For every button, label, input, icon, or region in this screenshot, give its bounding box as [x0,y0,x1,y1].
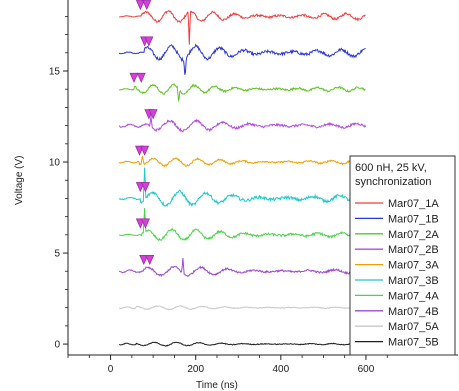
series-line-Mar07_5A [119,306,365,310]
trigger-marker-Mar07_2A-1 [130,73,138,82]
legend-label-Mar07_2A: Mar07_2A [388,229,439,241]
legend-label-Mar07_5A: Mar07_5A [388,321,439,333]
y-tick-label: 10 [49,158,61,169]
x-tick-label: 600 [358,364,375,375]
legend-label-Mar07_5B: Mar07_5B [388,337,439,349]
legend-label-Mar07_1A: Mar07_1A [388,198,439,210]
x-tick-label: 0 [108,364,114,375]
legend-label-Mar07_1B: Mar07_1B [388,213,439,225]
series-line-Mar07_1A [119,11,365,45]
legend-label-Mar07_3A: Mar07_3A [388,260,439,272]
y-tick-label: 0 [54,340,60,351]
trigger-marker-Mar07_2A-2 [137,73,145,82]
legend-label-Mar07_3B: Mar07_3B [388,275,439,287]
legend-title-line: synchronization [355,176,431,188]
legend: 600 nH, 25 kV, synchronization Mar07_1A Mar… [350,156,455,355]
trigger-marker-Mar07_1A-2 [143,0,151,9]
y-axis-title: Voltage (V) [14,155,25,204]
series-line-Mar07_4B [119,258,365,276]
series-line-Mar07_1B [119,45,365,75]
series-line-Mar07_5B [119,342,365,346]
legend-label-Mar07_2B: Mar07_2B [388,244,439,256]
series-line-Mar07_2B [119,116,365,132]
series-line-Mar07_3B [119,168,365,207]
legend-label-Mar07_4B: Mar07_4B [388,306,439,318]
y-tick-label: 15 [49,67,61,78]
series-line-Mar07_4A [119,208,365,240]
series-line-Mar07_2A [119,84,365,100]
series-line-Mar07_3A [119,157,365,167]
x-tick-label: 200 [187,364,204,375]
legend-label-Mar07_4A: Mar07_4A [388,290,439,302]
trigger-marker-Mar07_4B-2 [146,255,154,264]
legend-title-line: 600 nH, 25 kV, [355,162,427,174]
y-tick-label: 5 [54,249,60,260]
plot-area [119,0,365,346]
x-axis-title: Time (ns) [196,380,238,391]
x-tick-label: 400 [272,364,289,375]
